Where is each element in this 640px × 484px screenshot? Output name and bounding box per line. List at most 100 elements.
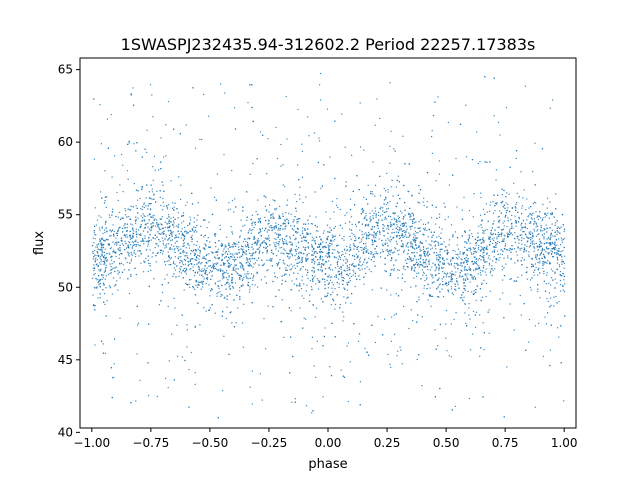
data-point — [178, 176, 180, 178]
data-point — [277, 263, 279, 266]
data-point — [314, 316, 316, 318]
data-point — [542, 262, 544, 264]
data-point — [393, 231, 395, 234]
data-point — [408, 191, 410, 193]
data-point — [466, 269, 468, 271]
data-point — [373, 234, 375, 236]
data-point — [522, 219, 524, 222]
data-point — [545, 283, 547, 285]
data-point — [306, 233, 308, 235]
data-point — [157, 226, 159, 228]
data-point — [322, 264, 324, 266]
data-point — [415, 263, 417, 265]
data-point — [101, 238, 104, 240]
data-point — [535, 211, 537, 213]
data-point — [438, 160, 441, 162]
data-point — [109, 287, 112, 289]
data-point — [414, 239, 416, 241]
data-point — [180, 230, 182, 233]
data-point — [208, 253, 210, 255]
data-point — [219, 228, 221, 230]
data-point — [301, 261, 303, 263]
data-point — [438, 226, 440, 228]
data-point — [414, 241, 416, 243]
data-point — [507, 249, 509, 251]
data-point — [183, 226, 186, 229]
data-point — [182, 215, 184, 217]
data-point — [168, 221, 170, 223]
data-point — [420, 242, 422, 244]
data-point — [468, 397, 470, 400]
data-point — [290, 263, 292, 265]
data-point — [177, 250, 179, 252]
data-point — [353, 271, 355, 273]
data-point — [349, 361, 351, 363]
data-point — [469, 250, 471, 252]
data-point — [521, 257, 523, 259]
data-point — [436, 267, 438, 269]
data-point — [533, 228, 535, 230]
data-point — [327, 244, 329, 246]
data-point — [414, 248, 416, 250]
data-point — [551, 241, 553, 243]
data-point — [311, 412, 313, 414]
data-point — [185, 269, 188, 271]
data-point — [382, 245, 384, 247]
data-point — [478, 239, 480, 241]
data-point — [488, 309, 490, 311]
data-point — [338, 283, 340, 285]
data-point — [312, 410, 314, 412]
data-point — [395, 248, 397, 250]
data-point — [100, 242, 102, 244]
data-point — [483, 349, 485, 351]
data-point — [505, 212, 508, 214]
data-point — [520, 314, 522, 316]
data-point — [418, 272, 420, 274]
data-point — [307, 246, 309, 248]
data-point — [400, 229, 402, 231]
data-point — [527, 216, 529, 218]
data-point — [210, 290, 212, 292]
data-point — [325, 268, 327, 270]
data-point — [226, 306, 228, 308]
data-point — [419, 261, 421, 263]
data-point — [313, 270, 315, 272]
data-point — [496, 238, 498, 240]
data-point — [125, 236, 127, 238]
data-point — [432, 262, 434, 264]
data-point — [278, 233, 280, 235]
data-point — [476, 251, 478, 253]
data-point — [230, 311, 232, 313]
data-point — [117, 216, 119, 218]
data-point — [204, 248, 206, 251]
data-point — [304, 247, 306, 249]
data-point — [366, 234, 368, 236]
data-point — [441, 228, 443, 230]
data-point — [358, 237, 360, 240]
data-point — [168, 260, 170, 262]
data-point — [546, 207, 548, 209]
data-point — [303, 297, 305, 299]
data-point — [338, 251, 340, 254]
data-point — [489, 243, 491, 245]
data-point — [517, 259, 519, 261]
data-point — [305, 268, 307, 271]
data-point — [494, 268, 496, 270]
data-point — [434, 270, 436, 272]
data-point — [336, 262, 338, 264]
data-point — [233, 211, 235, 213]
data-point — [199, 324, 201, 326]
data-point — [548, 283, 550, 285]
data-point — [162, 250, 164, 252]
data-point — [284, 238, 286, 240]
data-point — [241, 280, 243, 282]
data-point — [162, 232, 164, 234]
data-point — [283, 274, 285, 276]
data-point — [224, 284, 226, 286]
data-point — [275, 225, 277, 227]
data-point — [180, 237, 182, 239]
data-point — [231, 282, 233, 284]
data-point — [374, 253, 376, 255]
data-point — [289, 252, 291, 254]
data-point — [161, 224, 163, 226]
